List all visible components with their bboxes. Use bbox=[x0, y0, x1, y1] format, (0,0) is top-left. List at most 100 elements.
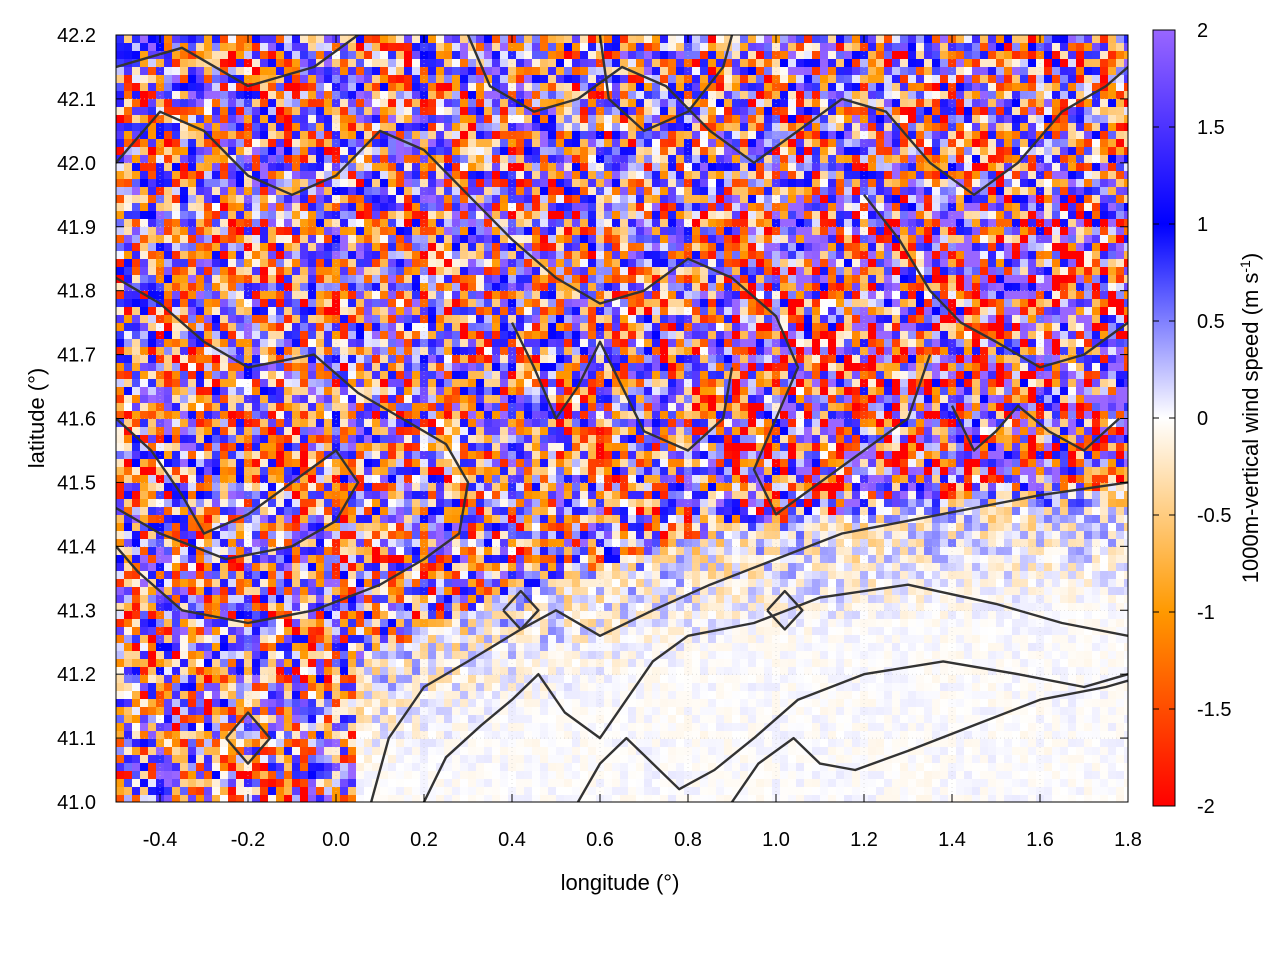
heatmap-cell bbox=[604, 123, 612, 131]
heatmap-cell bbox=[548, 323, 556, 331]
heatmap-cell bbox=[892, 35, 900, 43]
heatmap-cell bbox=[788, 307, 796, 315]
heatmap-cell bbox=[844, 227, 852, 235]
heatmap-cell bbox=[852, 139, 860, 147]
heatmap-cell bbox=[1124, 267, 1128, 275]
heatmap-cell bbox=[836, 211, 844, 219]
heatmap-cell bbox=[428, 315, 436, 323]
heatmap-cell bbox=[908, 99, 916, 107]
heatmap-cell bbox=[476, 91, 484, 99]
heatmap-cell bbox=[300, 83, 308, 91]
heatmap-cell bbox=[580, 283, 588, 291]
heatmap-cell bbox=[580, 107, 588, 115]
heatmap-cell bbox=[676, 99, 684, 107]
heatmap-cell bbox=[412, 83, 420, 91]
heatmap-cell bbox=[1052, 99, 1060, 107]
heatmap-cell bbox=[260, 283, 268, 291]
heatmap-cell bbox=[644, 83, 652, 91]
heatmap-cell bbox=[716, 75, 724, 83]
heatmap-cell bbox=[900, 323, 908, 331]
heatmap-cell bbox=[292, 91, 300, 99]
heatmap-cell bbox=[204, 315, 212, 323]
heatmap-cell bbox=[252, 107, 260, 115]
heatmap-cell bbox=[388, 243, 396, 251]
heatmap-cell bbox=[660, 227, 668, 235]
heatmap-cell bbox=[364, 323, 372, 331]
heatmap-cell bbox=[924, 83, 932, 91]
heatmap-cell bbox=[396, 347, 404, 355]
heatmap-cell bbox=[188, 107, 196, 115]
heatmap-cell bbox=[148, 267, 156, 275]
heatmap-cell bbox=[1052, 211, 1060, 219]
heatmap-cell bbox=[316, 115, 324, 123]
heatmap-cell bbox=[212, 75, 220, 83]
heatmap-cell bbox=[116, 99, 124, 107]
heatmap-cell bbox=[484, 43, 492, 51]
heatmap-cell bbox=[324, 251, 332, 259]
heatmap-cell bbox=[212, 339, 220, 347]
heatmap-cell bbox=[212, 243, 220, 251]
heatmap-cell bbox=[116, 51, 124, 59]
heatmap-cell bbox=[708, 323, 716, 331]
heatmap-cell bbox=[284, 219, 292, 227]
heatmap-cell bbox=[292, 227, 300, 235]
heatmap-cell bbox=[492, 43, 500, 51]
heatmap-cell bbox=[900, 275, 908, 283]
heatmap-cell bbox=[668, 259, 676, 267]
heatmap-cell bbox=[844, 275, 852, 283]
heatmap-cell bbox=[1028, 99, 1036, 107]
heatmap-cell bbox=[260, 315, 268, 323]
heatmap-cell bbox=[1124, 91, 1128, 99]
heatmap-cell bbox=[276, 219, 284, 227]
heatmap-cell bbox=[196, 291, 204, 299]
heatmap-cell bbox=[844, 155, 852, 163]
heatmap-cell bbox=[1100, 171, 1108, 179]
heatmap-cell bbox=[876, 275, 884, 283]
heatmap-cell bbox=[812, 227, 820, 235]
heatmap-cell bbox=[404, 43, 412, 51]
heatmap-cell bbox=[164, 99, 172, 107]
heatmap-cell bbox=[1076, 307, 1084, 315]
heatmap-cell bbox=[796, 179, 804, 187]
heatmap-cell bbox=[1020, 307, 1028, 315]
heatmap-cell bbox=[372, 115, 380, 123]
heatmap-cell bbox=[788, 219, 796, 227]
heatmap-cell bbox=[612, 43, 620, 51]
heatmap-cell bbox=[372, 259, 380, 267]
heatmap-cell bbox=[1028, 75, 1036, 83]
heatmap-cell bbox=[180, 323, 188, 331]
heatmap-cell bbox=[924, 187, 932, 195]
heatmap-cell bbox=[652, 211, 660, 219]
heatmap-cell bbox=[132, 307, 140, 315]
heatmap-cell bbox=[740, 187, 748, 195]
heatmap-cell bbox=[492, 91, 500, 99]
heatmap-cell bbox=[732, 331, 740, 339]
heatmap-cell bbox=[172, 123, 180, 131]
heatmap-cell bbox=[356, 155, 364, 163]
heatmap-cell bbox=[172, 51, 180, 59]
heatmap-cell bbox=[588, 107, 596, 115]
heatmap-cell bbox=[916, 139, 924, 147]
heatmap-cell bbox=[388, 51, 396, 59]
heatmap-cell bbox=[804, 187, 812, 195]
heatmap-cell bbox=[268, 267, 276, 275]
heatmap-cell bbox=[452, 299, 460, 307]
heatmap-cell bbox=[708, 115, 716, 123]
heatmap-cell bbox=[620, 155, 628, 163]
heatmap-cell bbox=[868, 67, 876, 75]
heatmap-cell bbox=[276, 75, 284, 83]
heatmap-cell bbox=[564, 243, 572, 251]
heatmap-cell bbox=[532, 291, 540, 299]
heatmap-cell bbox=[460, 59, 468, 67]
heatmap-cell bbox=[932, 75, 940, 83]
heatmap-cell bbox=[164, 211, 172, 219]
heatmap-cell bbox=[780, 123, 788, 131]
heatmap-cell bbox=[340, 315, 348, 323]
heatmap-cell bbox=[972, 243, 980, 251]
heatmap-cell bbox=[1116, 91, 1124, 99]
heatmap-cell bbox=[188, 211, 196, 219]
heatmap-cell bbox=[308, 139, 316, 147]
heatmap-cell bbox=[484, 235, 492, 243]
heatmap-cell bbox=[876, 195, 884, 203]
heatmap-cell bbox=[300, 307, 308, 315]
